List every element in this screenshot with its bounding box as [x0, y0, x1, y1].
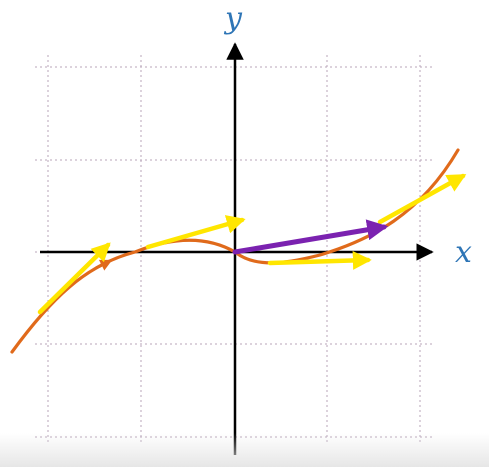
- x-axis-label: x: [455, 235, 472, 270]
- tangent-vector-2: [145, 215, 246, 250]
- position-vector: [232, 219, 389, 255]
- curve-direction-marker-left: [95, 259, 113, 271]
- tangent-vector-3: [267, 251, 372, 270]
- tangent-vector-4: [377, 173, 467, 225]
- y-axis-label: y: [223, 1, 243, 36]
- tangent-vector-1: [37, 242, 111, 315]
